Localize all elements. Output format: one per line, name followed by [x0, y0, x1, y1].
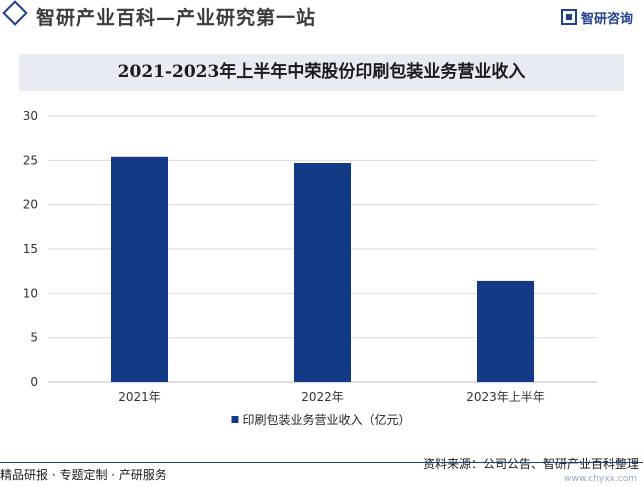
- chart-title-band: 2021-2023年上半年中荣股份印刷包装业务营业收入: [19, 54, 624, 91]
- legend-label: 印刷包装业务营业收入（亿元）: [242, 412, 410, 427]
- bar: [477, 280, 534, 382]
- brand-diamond-icon: [2, 0, 28, 26]
- logo-icon: [560, 9, 577, 25]
- footer-url[interactable]: www.chyxx.com: [564, 474, 637, 484]
- bar: [294, 162, 351, 382]
- y-tick-label: 20: [23, 198, 38, 212]
- source-note: 资料来源：公司公告、智研产业百科整理: [422, 457, 639, 471]
- logo-text: 智研咨询: [580, 11, 633, 27]
- x-tick-label: 2023年上半年: [466, 390, 545, 404]
- y-tick-label: 30: [23, 109, 38, 123]
- legend-swatch: [231, 416, 239, 423]
- y-tick-label: 10: [23, 286, 38, 300]
- header-title: 智研产业百科—产业研究第一站: [36, 7, 317, 29]
- bar: [111, 156, 168, 382]
- x-tick-label: 2021年: [118, 390, 161, 404]
- bar-chart: 0 5 10 15 20 25 30 2021年 2022年 2023年上半年印刷包装业务营业收入…: [23, 109, 597, 427]
- footer-services: 精品研报 · 专题定制 · 产研服务: [0, 468, 167, 482]
- footer-divider: [0, 462, 643, 463]
- page-header: 智研产业百科—产业研究第一站 智研咨询: [0, 0, 643, 34]
- y-tick-label: 25: [23, 153, 38, 167]
- y-tick-label: 5: [30, 331, 38, 345]
- y-tick-label: 0: [30, 375, 38, 389]
- chart-title: 2021-2023年上半年中荣股份印刷包装业务营业收入: [117, 62, 526, 82]
- brand-logo[interactable]: 智研咨询: [560, 8, 633, 27]
- y-tick-label: 15: [23, 242, 38, 256]
- x-tick-label: 2022年: [301, 390, 344, 404]
